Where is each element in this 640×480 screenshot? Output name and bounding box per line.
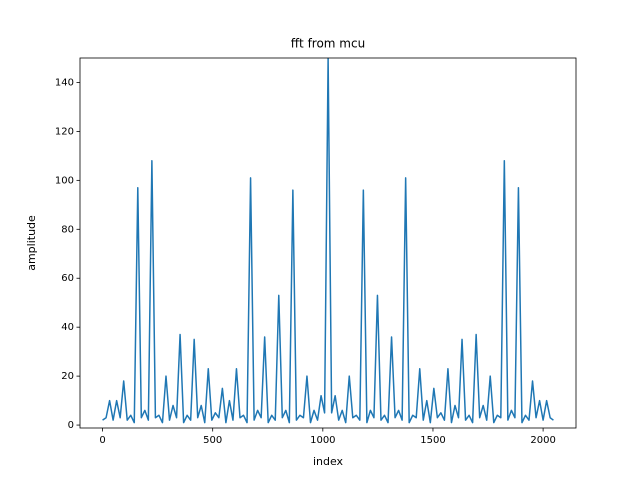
y-tick-label: 0: [68, 420, 74, 431]
y-tick-label: 40: [61, 322, 74, 333]
y-tick-label: 100: [55, 175, 74, 186]
y-tick-label: 80: [61, 224, 74, 235]
y-tick-label: 60: [61, 273, 74, 284]
x-tick-label: 0: [99, 435, 105, 446]
x-tick-label: 2000: [530, 435, 555, 446]
y-tick-label: 140: [55, 77, 74, 88]
x-axis-label: index: [313, 455, 344, 468]
chart-title: fft from mcu: [291, 37, 365, 51]
x-tick-label: 1500: [420, 435, 445, 446]
y-axis-label: amplitude: [25, 215, 38, 271]
y-tick-label: 20: [61, 371, 74, 382]
x-tick-label: 500: [203, 435, 222, 446]
data-line: [102, 58, 554, 424]
y-tick-label: 120: [55, 126, 74, 137]
x-tick-label: 1000: [310, 435, 335, 446]
plot-frame: [79, 57, 577, 429]
